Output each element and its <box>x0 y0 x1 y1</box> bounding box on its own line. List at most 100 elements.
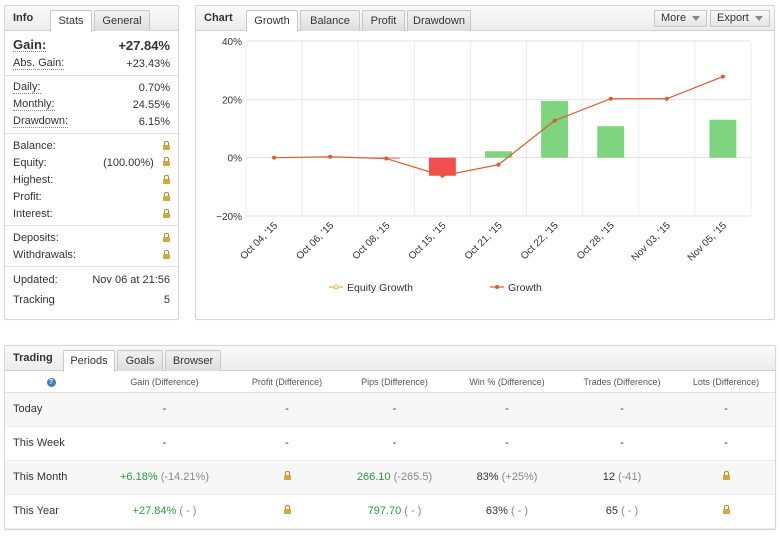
monthly-row: Monthly: 24.55% <box>13 96 170 113</box>
daily-row: Daily: 0.70% <box>13 79 170 96</box>
balance-label: Balance: <box>13 139 56 152</box>
pips-cell: 797.70 ( - ) <box>342 494 447 529</box>
pips-diff: ( - ) <box>404 505 422 517</box>
divider <box>5 133 178 134</box>
divider <box>5 225 178 226</box>
profit-label: Profit: <box>13 190 42 203</box>
x-tick-label: Oct 06, '15 <box>295 220 337 262</box>
win-cell: 63% ( - ) <box>447 494 567 529</box>
table-row: This Week - - - - - - <box>5 426 775 461</box>
profit-cell: - <box>232 392 342 427</box>
lock-icon[interactable] <box>163 175 170 184</box>
gain-value: - <box>162 437 167 449</box>
pips-cell: - <box>342 392 447 427</box>
col-pips: Pips (Difference) <box>342 372 447 393</box>
drawdown-row: Drawdown: 6.15% <box>13 113 170 130</box>
win-cell: - <box>447 392 567 427</box>
chart-panel: Chart Growth Balance Profit Drawdown Mor… <box>195 5 775 320</box>
interest-label: Interest: <box>13 207 53 220</box>
cell-value: - <box>724 403 728 415</box>
divider <box>5 266 178 267</box>
interest-row: Interest: <box>13 205 170 222</box>
periods-table: ? Gain (Difference) Profit (Difference) … <box>5 372 775 529</box>
profit-cell: - <box>232 426 342 461</box>
gain-row: Gain: +27.84% <box>13 35 170 55</box>
y-tick-label: −20% <box>216 212 242 223</box>
win-cell: - <box>447 426 567 461</box>
updated-value: Nov 06 at 21:56 <box>92 274 170 286</box>
lock-icon[interactable] <box>163 156 170 166</box>
win-value: 83% <box>476 471 499 483</box>
legend-equity-label: Equity Growth <box>347 282 413 294</box>
trades-diff: (-41) <box>618 471 642 483</box>
trading-panel: Trading Periods Goals Browser ? Gain (Di… <box>4 345 776 530</box>
abs-gain-row: Abs. Gain: +23.43% <box>13 55 170 72</box>
pips-value: 797.70 <box>367 505 402 517</box>
table-row: This Month +6.18% (-14.21%) 266.10 (-265.5… <box>5 460 775 495</box>
cell-value: - <box>724 437 728 449</box>
legend-growth-marker <box>495 285 499 289</box>
tab-profit[interactable]: Profit <box>362 10 405 31</box>
monthly-value: 24.55% <box>132 98 170 111</box>
col-profit: Profit (Difference) <box>232 372 342 393</box>
lock-icon[interactable] <box>163 141 170 150</box>
lock-icon[interactable] <box>163 192 170 201</box>
growth-point <box>440 173 445 178</box>
x-tick-label: Oct 28, '15 <box>575 220 617 262</box>
win-diff: ( - ) <box>510 505 529 517</box>
deposits-row: Deposits: <box>13 229 170 246</box>
tab-stats[interactable]: Stats <box>50 10 92 32</box>
chevron-down-icon <box>692 15 701 21</box>
pips-value: 266.10 <box>356 471 391 483</box>
growth-point <box>384 156 389 161</box>
lots-cell <box>677 460 775 495</box>
lock-icon[interactable] <box>163 233 170 242</box>
equity-growth-bar <box>428 157 456 176</box>
col-win: Win % (Difference) <box>447 372 567 393</box>
trades-diff: ( - ) <box>621 505 639 517</box>
tab-periods[interactable]: Periods <box>63 350 115 372</box>
lock-icon[interactable] <box>722 505 730 514</box>
trades-value: - <box>620 437 624 449</box>
tab-balance[interactable]: Balance <box>300 10 360 31</box>
legend-growth-label: Growth <box>508 282 542 294</box>
tab-growth[interactable]: Growth <box>246 10 298 32</box>
gain-cell: - <box>97 392 232 427</box>
growth-point <box>552 118 557 123</box>
equity-percent: (100.00%) <box>103 156 154 169</box>
export-button[interactable]: Export <box>710 10 770 27</box>
gain-diff: ( - ) <box>179 505 197 517</box>
tab-general[interactable]: General <box>94 10 150 31</box>
lock-icon[interactable] <box>283 505 291 514</box>
lock-icon[interactable] <box>163 209 170 218</box>
updated-label: Updated: <box>13 274 58 286</box>
more-button[interactable]: More <box>654 10 708 27</box>
period-label: Today <box>5 392 97 427</box>
tab-browser[interactable]: Browser <box>165 350 221 371</box>
x-tick-label: Oct 21, '15 <box>463 220 505 262</box>
tab-drawdown[interactable]: Drawdown <box>407 10 471 31</box>
gain-value: +6.18% <box>120 471 158 483</box>
x-tick-label: Oct 22, '15 <box>519 220 561 262</box>
equity-growth-bar <box>541 100 569 158</box>
pips-value: - <box>392 437 397 449</box>
lots-cell: - <box>677 426 775 461</box>
profit-row: Profit: <box>13 188 170 205</box>
lock-icon[interactable] <box>163 250 170 259</box>
win-value: - <box>505 403 509 415</box>
lock-icon[interactable] <box>722 471 730 480</box>
tab-goals[interactable]: Goals <box>117 350 163 371</box>
pips-value: - <box>392 403 397 415</box>
x-tick-label: Nov 03, '15 <box>630 220 674 264</box>
win-cell: 83% (+25%) <box>447 460 567 495</box>
abs-gain-label: Abs. Gain: <box>13 57 65 70</box>
tracking-label: Tracking <box>13 294 55 306</box>
lock-icon[interactable] <box>283 471 291 480</box>
growth-point <box>496 162 501 167</box>
equity-label: Equity: <box>13 156 47 169</box>
table-row: Today - - - - - - <box>5 392 775 427</box>
help-icon[interactable]: ? <box>46 378 56 388</box>
growth-point <box>272 155 277 160</box>
gain-cell: +27.84% ( - ) <box>97 494 232 529</box>
period-label: This Year <box>5 494 97 529</box>
